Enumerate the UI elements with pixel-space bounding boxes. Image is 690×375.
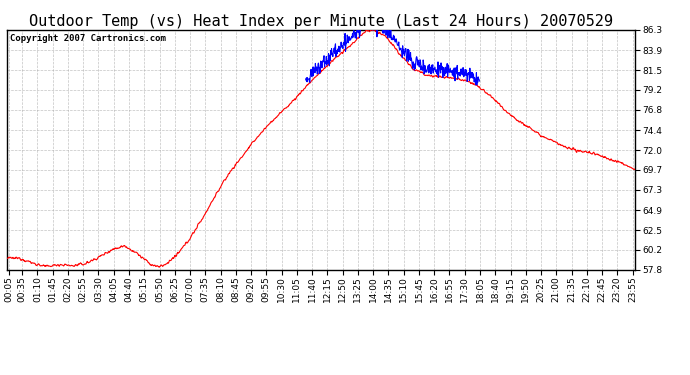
Title: Outdoor Temp (vs) Heat Index per Minute (Last 24 Hours) 20070529: Outdoor Temp (vs) Heat Index per Minute … xyxy=(29,14,613,29)
Text: Copyright 2007 Cartronics.com: Copyright 2007 Cartronics.com xyxy=(10,34,166,43)
